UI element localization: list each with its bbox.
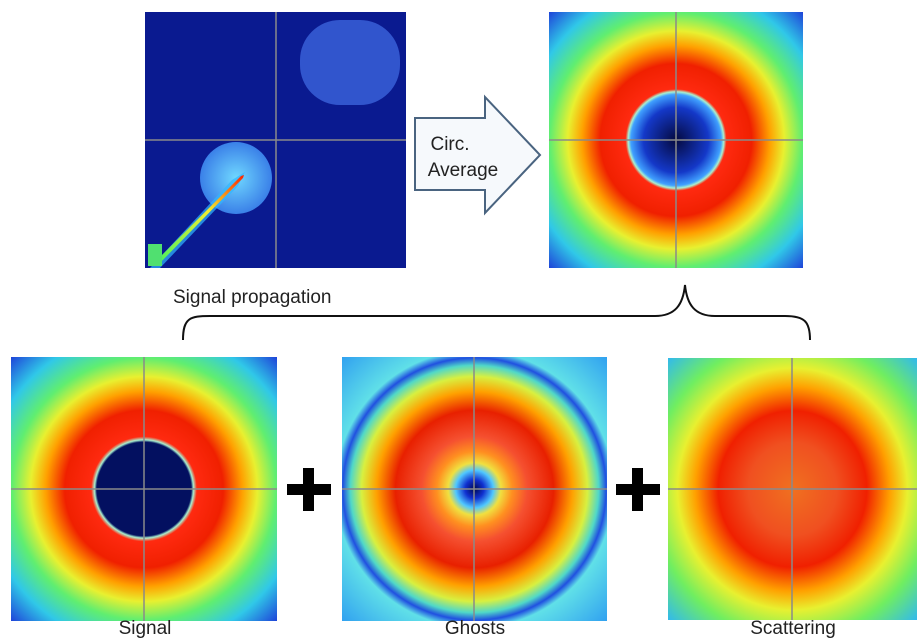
arrow: Circ. Average (414, 94, 542, 216)
arrow-label: Circ. (430, 134, 469, 155)
scattering-image (668, 358, 917, 620)
arrow-label: Average (428, 160, 498, 181)
panel-label: Signal propagation (173, 287, 331, 308)
plus (616, 468, 660, 511)
ghosts-image (342, 357, 607, 621)
raw-image (145, 12, 406, 268)
panel-label: Ghosts (445, 618, 505, 639)
panel-label: Signal (119, 618, 172, 639)
signal-image (11, 357, 277, 621)
brace (182, 284, 811, 341)
plus (287, 468, 331, 511)
panel-label: Scattering (750, 618, 836, 639)
averaged-image (549, 12, 803, 268)
